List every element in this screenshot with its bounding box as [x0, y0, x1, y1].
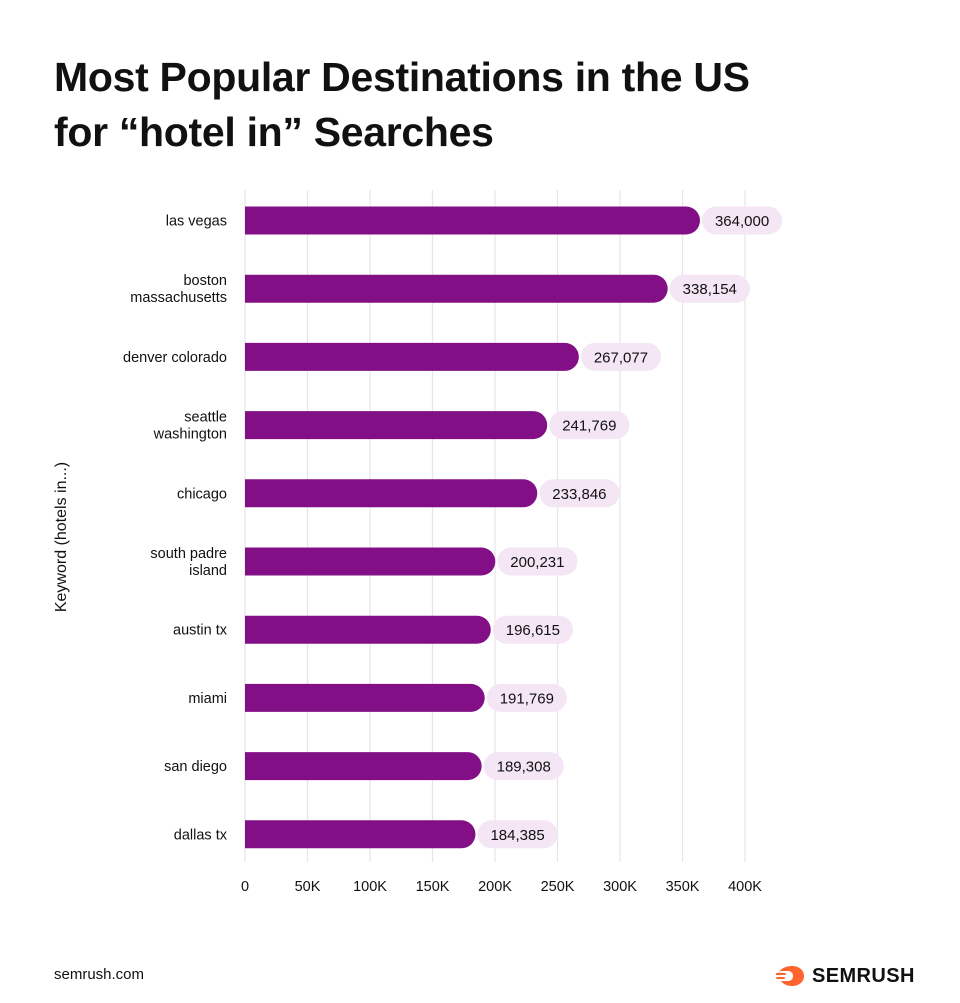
x-tick-label: 50K: [295, 879, 321, 895]
data-label-background: [539, 479, 620, 508]
data-label-background: [497, 547, 578, 576]
data-label-background: [492, 615, 573, 644]
x-tick-label: 300K: [603, 879, 637, 895]
data-label-background: [477, 820, 558, 849]
category-label-line: dallas tx: [174, 827, 228, 843]
data-label-background: [486, 683, 567, 712]
data-label: 196,615: [506, 622, 560, 639]
y-axis-label: Keyword (hotels in...): [53, 462, 70, 612]
category-label-line: washington: [153, 427, 227, 443]
data-label-background: [580, 342, 662, 371]
category-label-line: chicago: [177, 486, 227, 502]
x-tick-label: 400K: [728, 879, 762, 895]
data-label: 364,000: [715, 213, 769, 230]
title-line-1: Most Popular Destinations in the US: [54, 54, 750, 100]
x-tick-label: 350K: [666, 879, 700, 895]
title-line-2: for “hotel in” Searches: [54, 109, 494, 155]
x-tick-label: 0: [241, 879, 249, 895]
bar: [245, 206, 700, 235]
footer-url: semrush.com: [54, 966, 145, 983]
bar: [245, 752, 482, 781]
x-tick-label: 250K: [541, 879, 575, 895]
data-label-background: [669, 274, 750, 303]
bar: [245, 547, 496, 576]
x-axis-tick-labels: 0 50K 100K 150K 200K 250K 300K 350K 400K: [241, 879, 762, 895]
data-label: 191,769: [500, 690, 554, 707]
category-label-line: boston: [183, 273, 227, 289]
bar: [245, 820, 476, 849]
data-label: 233,846: [552, 486, 606, 503]
category-label-line: south padre: [150, 546, 227, 562]
bar: [245, 411, 548, 440]
brand-name: SEMRUSH: [812, 964, 915, 987]
category-label-line: island: [189, 563, 227, 579]
x-tick-label: 150K: [416, 879, 450, 895]
bar: [245, 683, 485, 712]
category-label: seattle washington: [153, 410, 227, 443]
x-tick-label: 100K: [353, 879, 387, 895]
category-label: san diego: [164, 759, 227, 775]
category-label: denver colorado: [123, 350, 227, 366]
data-label-background: [483, 752, 564, 781]
semrush-flame-icon: [776, 966, 804, 986]
bar: [245, 342, 579, 371]
category-label: miami: [188, 691, 227, 707]
category-label-line: san diego: [164, 759, 227, 775]
data-label: 241,769: [562, 418, 616, 435]
category-label: chicago: [177, 486, 227, 502]
chart-title: Most Popular Destinations in the US for …: [54, 50, 914, 160]
data-label: 200,231: [510, 554, 564, 571]
bar: [245, 479, 538, 508]
category-label: boston massachusetts: [130, 273, 227, 306]
bar-chart: 364,000 338,154 267,077 241,769 233,846 200,2…: [53, 190, 783, 895]
category-label-line: las vegas: [166, 214, 227, 230]
category-label: south padre island: [150, 546, 227, 579]
bar: [245, 615, 491, 644]
category-label: las vegas: [166, 214, 227, 230]
data-label: 338,154: [683, 281, 737, 298]
category-label-line: miami: [188, 691, 227, 707]
data-label-background: [549, 411, 630, 440]
category-label-line: seattle: [184, 410, 227, 426]
category-label-line: austin tx: [173, 623, 228, 639]
data-label-background: [702, 206, 783, 235]
x-tick-label: 200K: [478, 879, 512, 895]
category-label-line: massachusetts: [130, 290, 227, 306]
bar: [245, 274, 668, 303]
category-labels: las vegas boston massachusetts denver color…: [123, 214, 228, 844]
data-label: 267,077: [594, 349, 648, 366]
bars: 364,000 338,154 267,077 241,769 233,846 200,2…: [245, 206, 783, 849]
category-label: dallas tx: [174, 827, 228, 843]
data-label: 189,308: [497, 759, 551, 776]
category-label: austin tx: [173, 623, 228, 639]
category-label-line: denver colorado: [123, 350, 227, 366]
semrush-logo: SEMRUSH: [776, 962, 915, 990]
data-label: 184,385: [490, 827, 544, 844]
